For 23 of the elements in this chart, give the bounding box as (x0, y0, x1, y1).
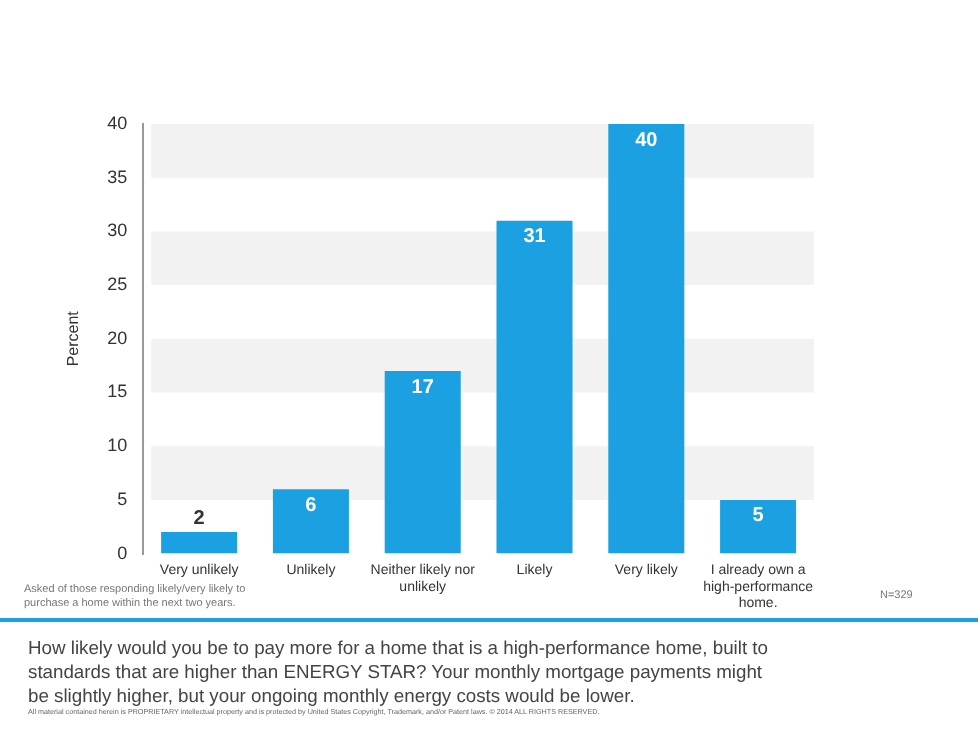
y-tick-label: 20 (107, 327, 128, 348)
bar (161, 532, 238, 554)
data-label: 2 (193, 507, 206, 530)
bar (608, 124, 685, 554)
data-label: 6 (305, 494, 318, 517)
bar (384, 371, 461, 554)
y-axis-title: Percent (64, 309, 83, 367)
y-tick-label: 35 (107, 166, 128, 187)
data-label: 5 (752, 505, 765, 528)
bar (272, 489, 349, 554)
bar (496, 220, 573, 554)
y-tick-label: 10 (107, 435, 128, 456)
data-label: 40 (635, 129, 659, 152)
y-tick-label: 30 (107, 220, 128, 241)
bar (720, 499, 797, 554)
y-tick-label: 5 (117, 488, 128, 509)
text: How likely would you be to pay more for a home that is a high-performance home, built to standards that are higher than ENERGY STAR? Your monthly mortgage payments might be slightly higher, but your ongoing monthly energy costs would be lower. (28, 636, 770, 708)
y-tick-label: 25 (107, 274, 128, 295)
data-label: 17 (411, 376, 435, 399)
y-tick-label: 15 (107, 381, 128, 402)
y-tick-label: 40 (107, 112, 128, 133)
data-label: 31 (523, 226, 547, 249)
y-tick-label: 0 (117, 542, 128, 563)
